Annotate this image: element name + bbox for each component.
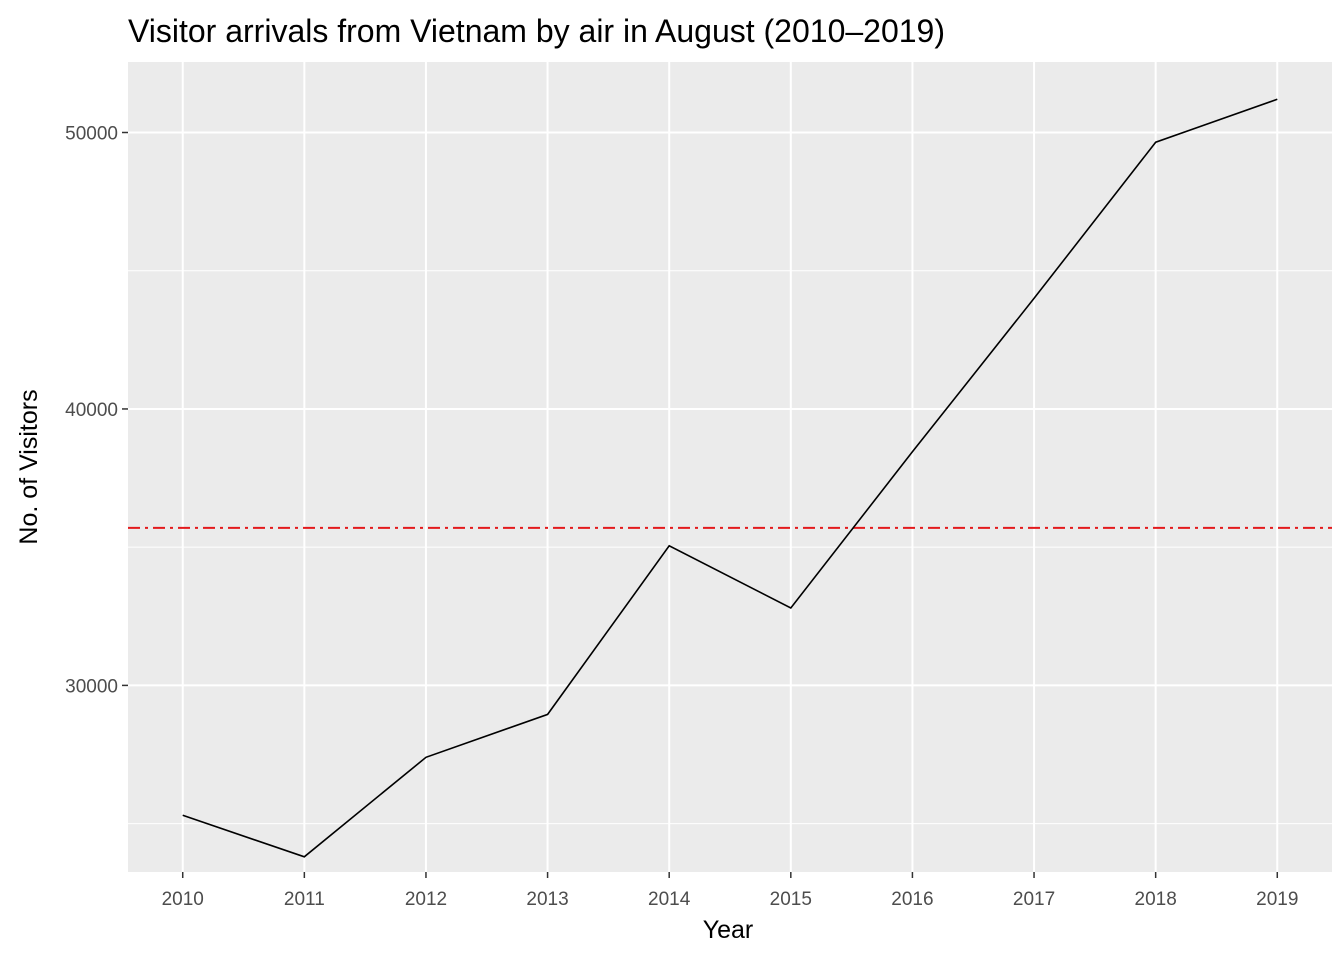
x-tick-label: 2014 xyxy=(648,889,691,910)
x-axis: 2010 2011 2012 2013 2014 2015 2016 2017 2018 2019 xyxy=(162,872,1298,910)
x-tick-label: 2018 xyxy=(1135,889,1177,910)
x-tick-label: 2015 xyxy=(770,889,812,910)
x-tick-label: 2012 xyxy=(405,889,447,910)
x-tick-label: 2019 xyxy=(1256,889,1298,910)
y-tick-label: 30000 xyxy=(65,676,118,697)
x-tick-label: 2016 xyxy=(891,889,933,910)
plot-panel xyxy=(128,62,1332,872)
major-gridlines xyxy=(128,62,1332,872)
x-tick-label: 2017 xyxy=(1013,889,1055,910)
x-axis-title: Year xyxy=(703,916,754,944)
y-tick-label: 40000 xyxy=(65,400,118,421)
y-axis: 30000 40000 50000 xyxy=(65,123,128,697)
y-tick-label: 50000 xyxy=(65,123,118,144)
chart-title: Visitor arrivals from Vietnam by air in … xyxy=(128,13,945,49)
x-tick-label: 2010 xyxy=(162,889,204,910)
y-axis-title: No. of Visitors xyxy=(15,389,43,544)
series-line xyxy=(182,98,1278,858)
x-tick-label: 2011 xyxy=(284,889,325,910)
minor-gridlines xyxy=(128,270,1332,825)
x-tick-label: 2013 xyxy=(526,889,568,910)
